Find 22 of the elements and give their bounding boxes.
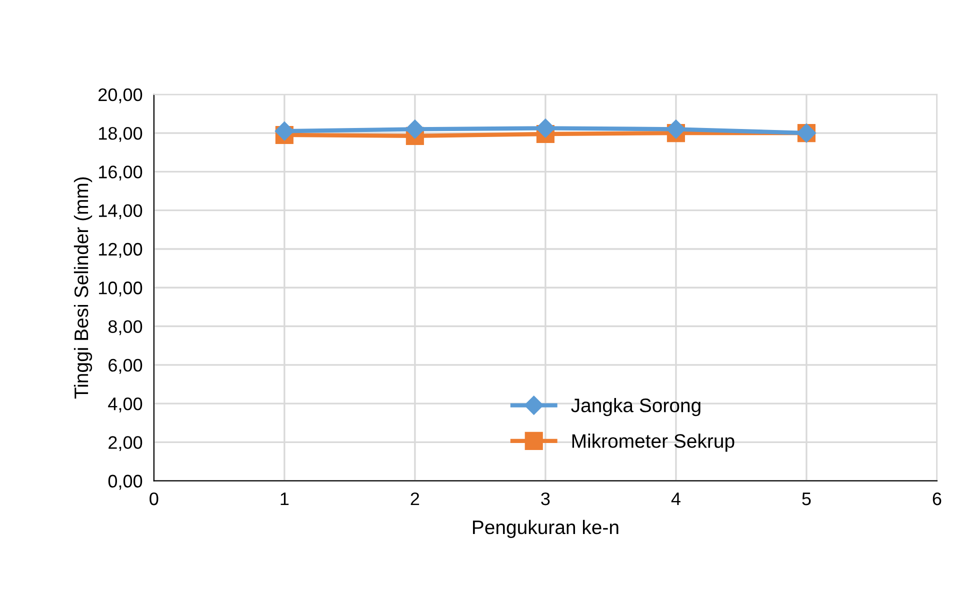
x-axis-title: Pengukuran ke-n <box>473 520 618 538</box>
y-tick-label: 10,00 <box>99 282 142 296</box>
x-tick-label: 3 <box>541 492 550 506</box>
y-axis-title: Tinggi Besi Selinder (mm) <box>74 177 92 399</box>
legend-label: Jangka Sorong <box>571 398 700 416</box>
y-tick-label: 16,00 <box>99 166 142 181</box>
y-tick-label: 4,00 <box>108 397 142 412</box>
y-tick-label: 6,00 <box>108 358 142 374</box>
x-tick-label: 6 <box>932 492 942 506</box>
y-tick-label: 20,00 <box>98 88 142 104</box>
x-tick-label: 4 <box>671 492 680 506</box>
y-tick-label: 2,00 <box>108 436 142 452</box>
x-tick-label: 5 <box>802 492 811 506</box>
legend-label: Mikrometer Sekrup <box>572 434 734 452</box>
y-tick-label: 8,00 <box>108 320 142 336</box>
y-tick-label: 18,00 <box>99 126 142 142</box>
x-tick-label: 2 <box>410 492 420 506</box>
y-tick-label: 12,00 <box>99 242 142 258</box>
x-tick-label: 0 <box>150 492 158 506</box>
x-tick-label: 1 <box>280 492 289 506</box>
y-tick-label: 14,00 <box>99 204 142 220</box>
y-tick-label: 0,00 <box>108 474 142 490</box>
